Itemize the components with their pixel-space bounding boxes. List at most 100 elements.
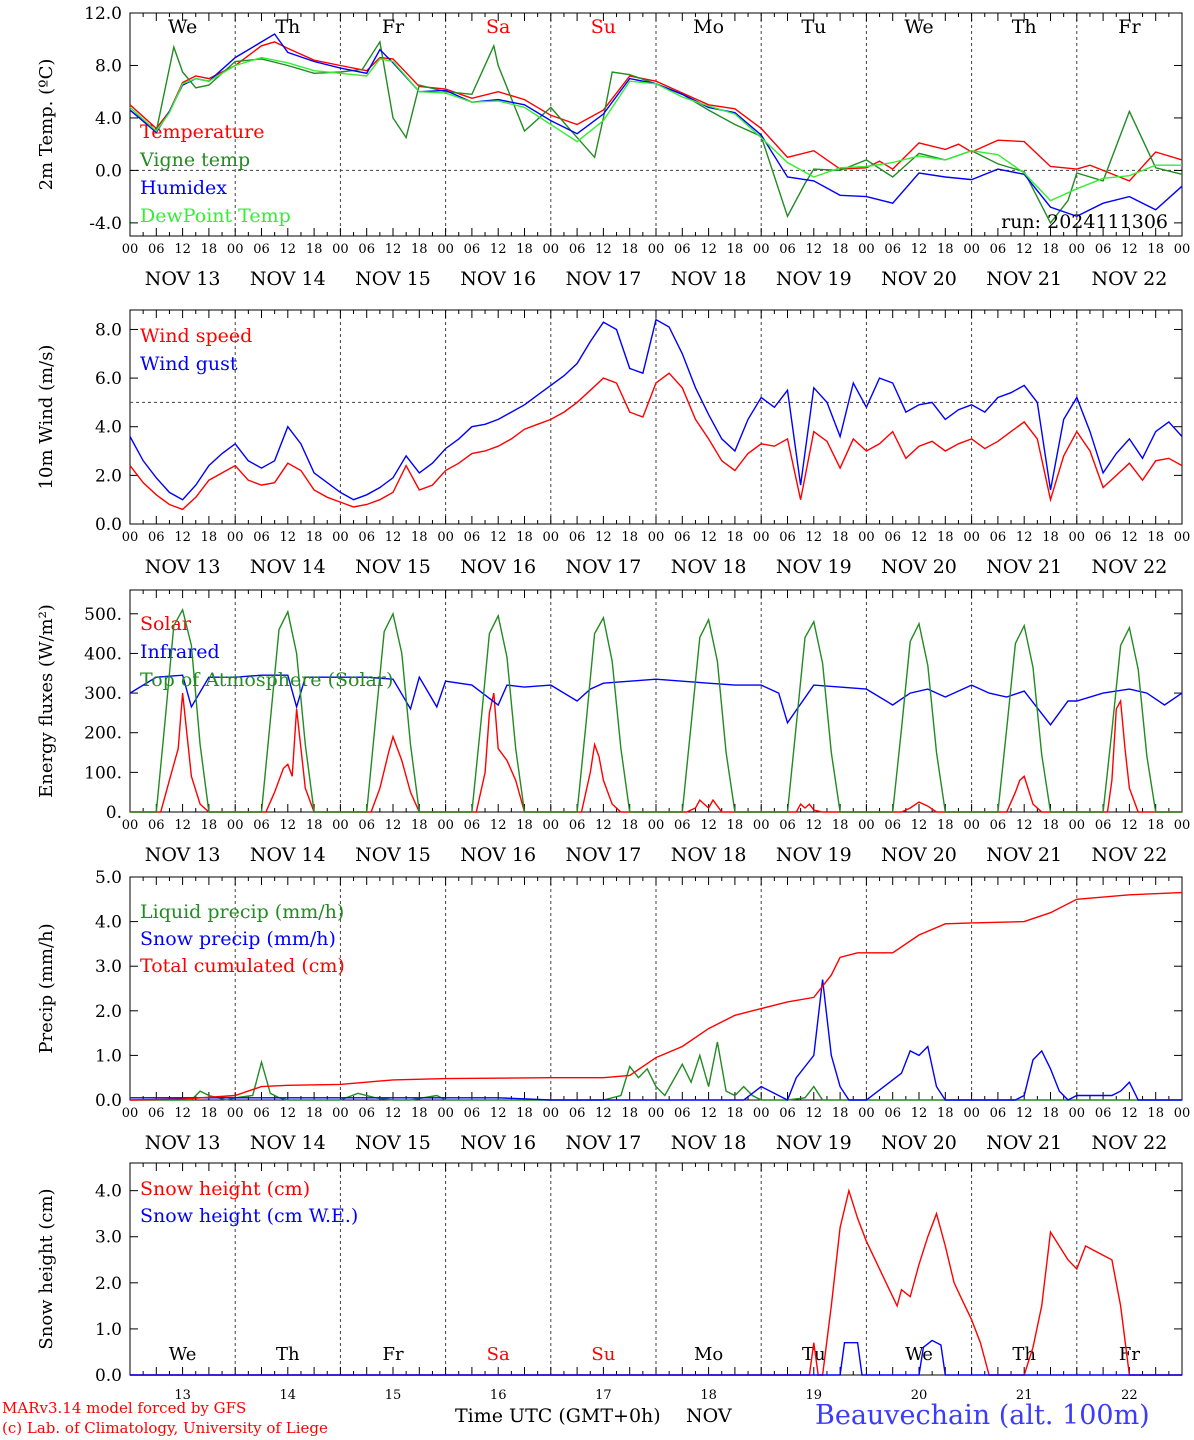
- x-hour-label: 00: [543, 818, 560, 833]
- x-hour-label: 18: [937, 530, 954, 545]
- x-hour-label: 12: [1016, 530, 1033, 545]
- series-line-red: [129, 372, 1183, 511]
- x-hour-label: 06: [779, 242, 796, 257]
- weekday-label: Mo: [694, 1344, 723, 1365]
- series-line-blue: [129, 318, 1183, 501]
- x-hour-label: 12: [595, 530, 612, 545]
- day-number-label: 13: [174, 1388, 191, 1403]
- x-hour-label: 06: [464, 530, 481, 545]
- x-hour-label: 12: [490, 818, 507, 833]
- x-hour-label: 06: [1095, 1106, 1112, 1121]
- x-hour-label: 18: [1042, 1106, 1059, 1121]
- y-tick-label: 4.0: [95, 109, 122, 129]
- y-tick-label: 0.0: [95, 1091, 122, 1111]
- x-date-label: NOV 15: [355, 556, 431, 578]
- x-hour-label: 00: [122, 530, 139, 545]
- x-hour-label: 18: [516, 818, 533, 833]
- x-hour-label: 12: [806, 1106, 823, 1121]
- x-hour-label: 00: [648, 530, 665, 545]
- x-hour-label: 00: [858, 530, 875, 545]
- x-hour-label: 12: [385, 1106, 402, 1121]
- x-hour-label: 12: [700, 818, 717, 833]
- legend-entry: Liquid precip (mm/h): [140, 901, 344, 923]
- x-hour-label: 18: [621, 1106, 638, 1121]
- x-date-label: NOV 18: [671, 1132, 747, 1154]
- x-date-label: NOV 13: [145, 268, 221, 290]
- series-line-red: [130, 692, 1182, 813]
- x-hour-label: 00: [122, 818, 139, 833]
- x-hour-label: 12: [174, 242, 191, 257]
- x-hour-label: 00: [648, 242, 665, 257]
- x-hour-label: 00: [963, 1106, 980, 1121]
- weekday-label: We: [168, 16, 197, 38]
- x-date-label: NOV 16: [460, 844, 536, 866]
- x-hour-label: 18: [727, 242, 744, 257]
- x-hour-label: 00: [963, 530, 980, 545]
- x-hour-label: 00: [963, 242, 980, 257]
- x-hour-label: 18: [937, 818, 954, 833]
- x-hour-label: 00: [1174, 242, 1191, 257]
- weekday-label: Fr: [382, 1344, 403, 1365]
- x-hour-label: 00: [753, 818, 770, 833]
- y-tick-label: 1.0: [95, 1046, 122, 1066]
- x-hour-label: 00: [437, 242, 454, 257]
- weekday-label: Tu: [801, 16, 826, 38]
- day-number-label: 14: [280, 1388, 297, 1403]
- y-axis-label: Snow height (cm): [36, 1188, 57, 1349]
- x-hour-label: 06: [569, 530, 586, 545]
- x-hour-label: 12: [806, 530, 823, 545]
- x-date-label: NOV 20: [881, 556, 957, 578]
- weekday-label: Fr: [1118, 16, 1141, 38]
- x-hour-label: 06: [569, 818, 586, 833]
- time-axis-label: Time UTC (GMT+0h): [455, 1405, 661, 1427]
- x-hour-label: 18: [201, 1106, 218, 1121]
- x-hour-label: 06: [1095, 818, 1112, 833]
- x-hour-label: 18: [621, 530, 638, 545]
- weekday-label: Th: [276, 1344, 300, 1365]
- x-hour-label: 06: [884, 1106, 901, 1121]
- x-hour-label: 06: [464, 1106, 481, 1121]
- x-hour-label: 12: [280, 818, 297, 833]
- legend-entry: DewPoint Temp: [140, 205, 291, 227]
- legend-entry: Temperature: [140, 121, 264, 143]
- x-date-label: NOV 21: [986, 556, 1062, 578]
- x-hour-label: 12: [1016, 1106, 1033, 1121]
- day-number-label: 19: [806, 1388, 823, 1403]
- x-hour-label: 12: [174, 530, 191, 545]
- x-hour-label: 00: [648, 1106, 665, 1121]
- x-hour-label: 06: [148, 242, 165, 257]
- y-tick-label: 0.0: [95, 161, 122, 181]
- x-hour-label: 00: [753, 242, 770, 257]
- x-date-label: NOV 13: [145, 1132, 221, 1154]
- x-hour-label: 06: [884, 818, 901, 833]
- x-date-label: NOV 20: [881, 268, 957, 290]
- x-date-label: NOV 15: [355, 268, 431, 290]
- x-hour-label: 06: [358, 530, 375, 545]
- series-line-red: [129, 891, 1183, 1101]
- x-hour-label: 06: [253, 530, 270, 545]
- x-hour-label: 06: [779, 818, 796, 833]
- x-hour-label: 06: [990, 818, 1007, 833]
- series-line-green: [130, 607, 1182, 813]
- x-hour-label: 18: [621, 242, 638, 257]
- y-tick-label: 0.0: [95, 515, 122, 535]
- x-date-label: NOV 22: [1091, 556, 1167, 578]
- x-date-label: NOV 15: [355, 1132, 431, 1154]
- x-hour-label: 06: [569, 1106, 586, 1121]
- x-hour-label: 06: [358, 242, 375, 257]
- y-tick-label: 4.0: [95, 1182, 122, 1202]
- y-tick-label: 3.0: [95, 957, 122, 977]
- x-hour-label: 12: [1016, 818, 1033, 833]
- series-line-green: [129, 40, 1183, 225]
- x-hour-label: 00: [543, 530, 560, 545]
- y-axis-label: Energy fluxes (W/m²): [36, 604, 57, 798]
- x-date-label: NOV 13: [145, 844, 221, 866]
- x-date-label: NOV 22: [1091, 844, 1167, 866]
- x-date-label: NOV 21: [986, 268, 1062, 290]
- x-hour-label: 18: [727, 1106, 744, 1121]
- x-hour-label: 00: [858, 242, 875, 257]
- x-hour-label: 12: [700, 242, 717, 257]
- x-hour-label: 18: [1042, 242, 1059, 257]
- day-number-label: 16: [490, 1388, 507, 1403]
